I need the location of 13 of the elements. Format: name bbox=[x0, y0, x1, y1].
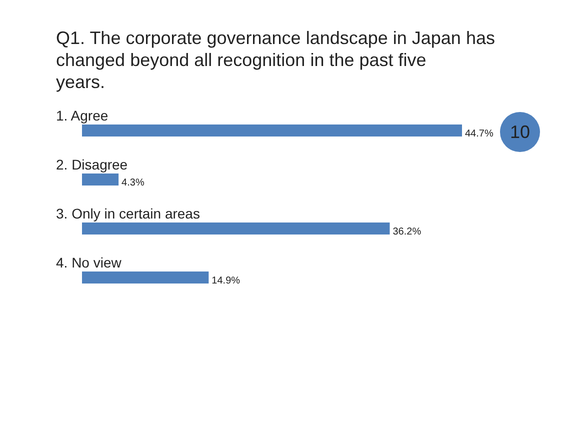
data-label: 4.3% bbox=[122, 178, 144, 188]
y-tick-label: 2. Disagree bbox=[56, 156, 128, 172]
chart-title: Q1. The corporate governance landscape in Japan has changed beyond all recognition in the past five years. bbox=[56, 28, 495, 92]
y-tick-label: 4. No view bbox=[56, 254, 122, 270]
data-label: 44.7% bbox=[465, 128, 494, 140]
data-label: 14.9% bbox=[212, 276, 240, 286]
bar bbox=[82, 222, 390, 234]
bar bbox=[82, 124, 462, 136]
y-tick-label: 1. Agree bbox=[56, 108, 108, 124]
y-tick-label: 3. Only in certain areas bbox=[56, 206, 200, 222]
bar bbox=[82, 174, 119, 186]
data-label: 36.2% bbox=[392, 226, 422, 238]
bar bbox=[82, 272, 209, 284]
